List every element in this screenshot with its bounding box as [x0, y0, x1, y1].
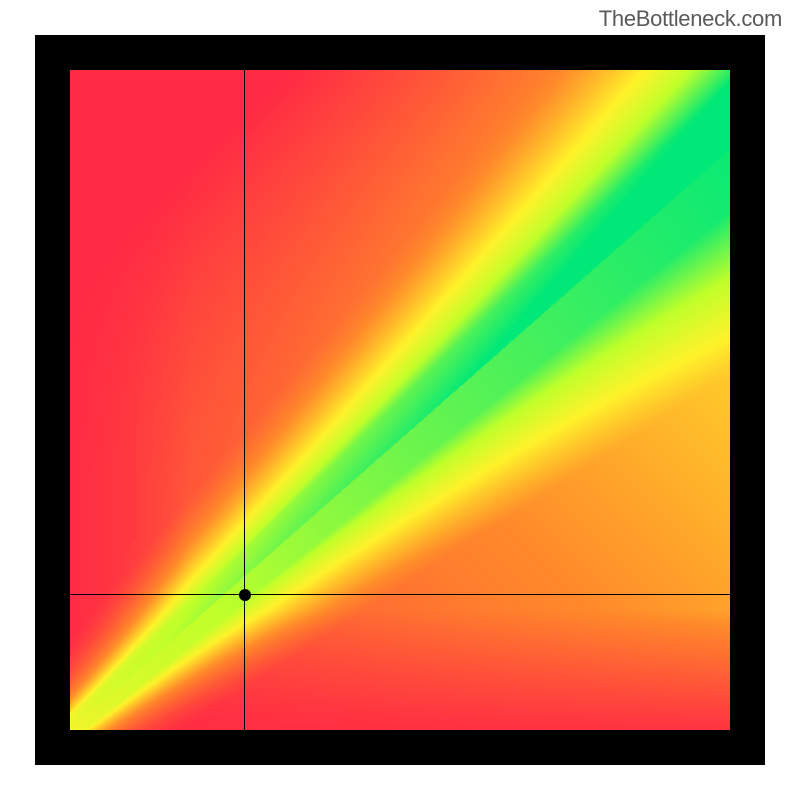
- crosshair-horizontal: [70, 594, 730, 595]
- crosshair-dot: [239, 589, 251, 601]
- plot-frame: [35, 35, 765, 765]
- watermark-text: TheBottleneck.com: [599, 6, 782, 32]
- chart-container: TheBottleneck.com: [0, 0, 800, 800]
- heatmap-canvas: [70, 70, 730, 730]
- crosshair-vertical: [244, 70, 245, 730]
